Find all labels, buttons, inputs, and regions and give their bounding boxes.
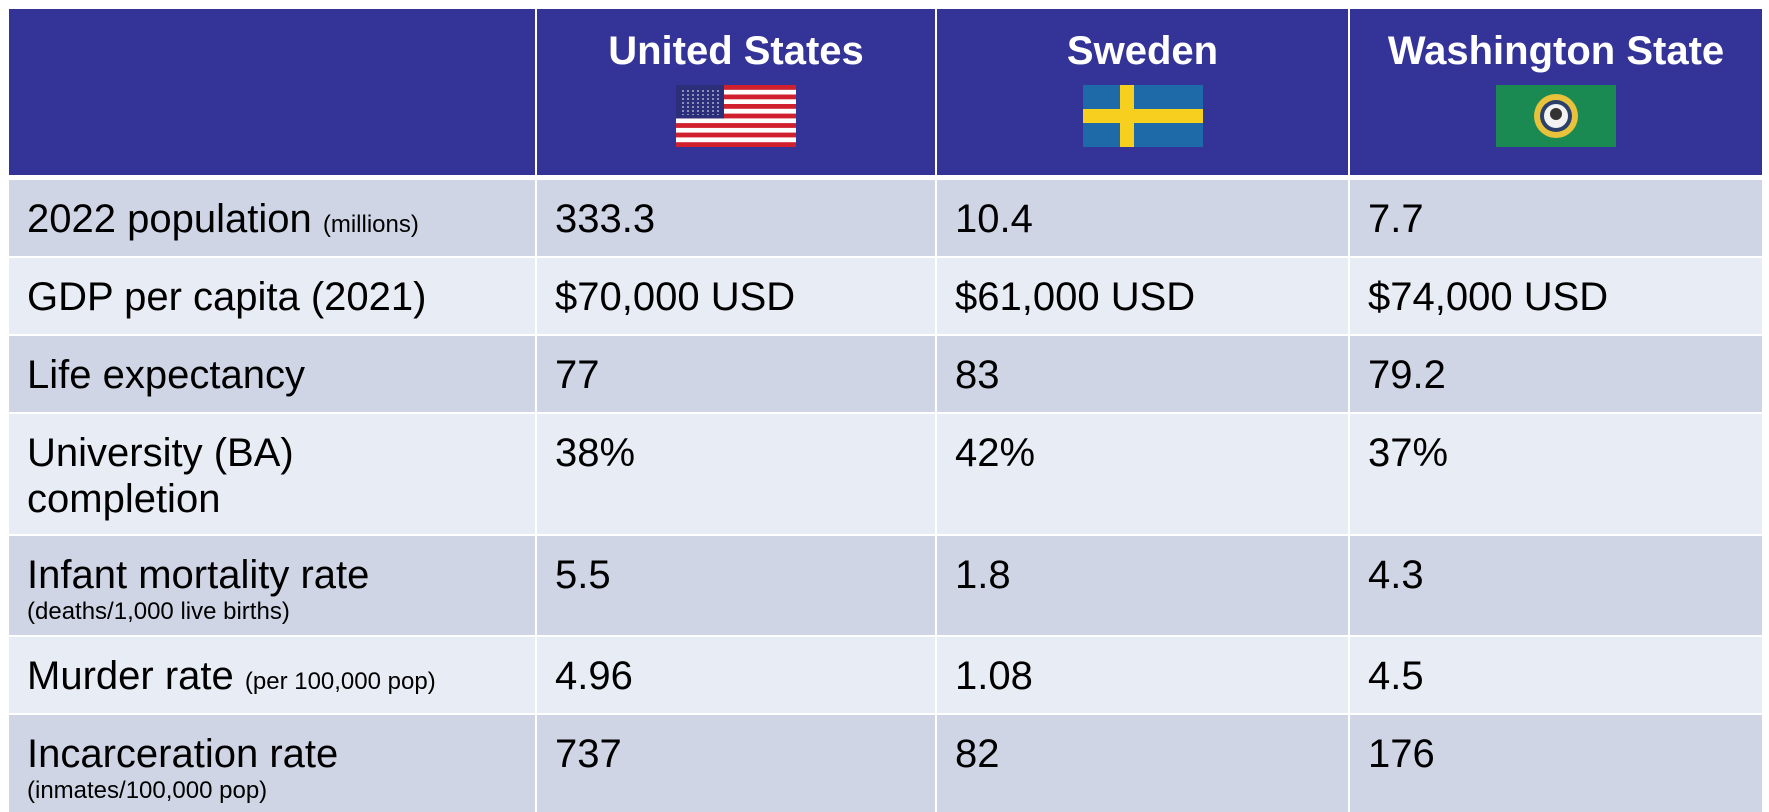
row-note: (inmates/100,000 pop) (27, 777, 268, 804)
cell-value: 1.8 (955, 553, 1011, 597)
row-label: Infant mortality rate (27, 553, 370, 597)
cell-value: 79.2 (1368, 353, 1446, 397)
value-cell: 4.3 (1350, 536, 1762, 635)
row-label-cell: 2022 population (millions) (9, 180, 535, 256)
cell-value: 5.5 (555, 553, 611, 597)
row-label-cell: Incarceration rate (inmates/100,000 pop) (9, 715, 535, 812)
column-title: United States (608, 29, 864, 73)
value-cell: 176 (1350, 715, 1762, 812)
cell-value: 83 (955, 353, 1000, 397)
row-label: Incarceration rate (27, 732, 339, 776)
value-cell: 737 (537, 715, 935, 812)
cell-value: $61,000 USD (955, 275, 1196, 319)
cell-value: 4.5 (1368, 654, 1424, 698)
value-cell: 79.2 (1350, 336, 1762, 412)
row-label: 2022 population (27, 197, 312, 241)
row-label-cell: Infant mortality rate (deaths/1,000 live … (9, 536, 535, 635)
cell-value: $70,000 USD (555, 275, 796, 319)
row-note: (per 100,000 pop) (244, 668, 436, 695)
cell-value: 42% (955, 431, 1036, 475)
flag-united-states (676, 85, 796, 147)
row-label: Murder rate (27, 654, 234, 698)
value-cell: 5.5 (537, 536, 935, 635)
flag-washington (1496, 85, 1616, 147)
row-label: Life expectancy (27, 353, 305, 397)
row-label-cell: University (BA) completion (9, 414, 535, 534)
value-cell: $70,000 USD (537, 258, 935, 334)
value-cell: 1.08 (937, 637, 1348, 713)
column-title: Sweden (1066, 29, 1219, 73)
cell-value: 1.08 (955, 654, 1033, 698)
flag-sweden (1082, 85, 1203, 147)
header-cell: United States (537, 9, 935, 175)
value-cell: $74,000 USD (1350, 258, 1762, 334)
cell-value: 77 (555, 353, 600, 397)
cell-value: 333.3 (555, 197, 656, 241)
header-cell: Sweden (937, 9, 1348, 175)
value-cell: 333.3 (537, 180, 935, 256)
row-note: (millions) (322, 211, 419, 238)
cell-value: 737 (555, 732, 622, 776)
value-cell: $61,000 USD (937, 258, 1348, 334)
row-label-cell: Murder rate (per 100,000 pop) (9, 637, 535, 713)
value-cell: 77 (537, 336, 935, 412)
cell-value: 7.7 (1368, 197, 1424, 241)
cell-value: 4.3 (1368, 553, 1424, 597)
value-cell: 42% (937, 414, 1348, 534)
value-cell: 7.7 (1350, 180, 1762, 256)
column-title: Washington State (1387, 29, 1725, 73)
value-cell: 10.4 (937, 180, 1348, 256)
row-label: University (BA) completion (27, 431, 294, 521)
row-note: (deaths/1,000 live births) (27, 598, 290, 625)
header-cell: Washington State (1350, 9, 1762, 175)
row-label: GDP per capita (2021) (27, 275, 427, 319)
cell-value: 82 (955, 732, 1000, 776)
row-label-cell: Life expectancy (9, 336, 535, 412)
cell-value: 176 (1368, 732, 1435, 776)
cell-value: 4.96 (555, 654, 633, 698)
row-label-cell: GDP per capita (2021) (9, 258, 535, 334)
cell-value: $74,000 USD (1368, 275, 1609, 319)
value-cell: 37% (1350, 414, 1762, 534)
value-cell: 83 (937, 336, 1348, 412)
value-cell: 4.5 (1350, 637, 1762, 713)
value-cell: 1.8 (937, 536, 1348, 635)
cell-value: 38% (555, 431, 636, 475)
value-cell: 4.96 (537, 637, 935, 713)
cell-value: 10.4 (955, 197, 1033, 241)
value-cell: 38% (537, 414, 935, 534)
value-cell: 82 (937, 715, 1348, 812)
header-cell-empty (9, 9, 535, 175)
cell-value: 37% (1368, 431, 1449, 475)
